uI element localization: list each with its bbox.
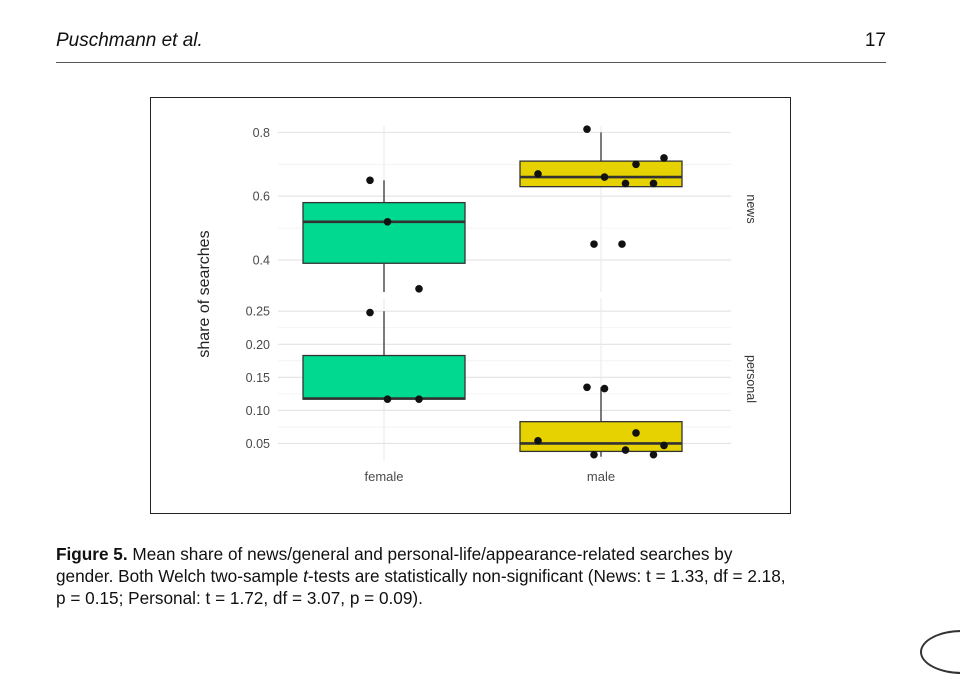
data-point bbox=[621, 446, 630, 454]
box-personal-female bbox=[302, 354, 466, 400]
caption-line-2b: -tests are statistically non-significant… bbox=[307, 566, 647, 586]
figure-frame: 0.4 0.6 0.8 news 0.05 0.10 0.15 0.20 0.25 persona… bbox=[150, 97, 791, 514]
data-point bbox=[534, 170, 542, 178]
data-point bbox=[632, 429, 640, 437]
data-point bbox=[534, 437, 542, 445]
y-tick-label: 0.6 bbox=[253, 190, 270, 204]
x-tick-label-female: female bbox=[364, 469, 403, 484]
data-point bbox=[600, 173, 609, 181]
y-tick-label: 0.05 bbox=[246, 437, 270, 451]
data-point bbox=[383, 395, 392, 403]
data-point bbox=[600, 384, 609, 393]
y-tick-label: 0.10 bbox=[246, 404, 270, 418]
page-number: 17 bbox=[864, 30, 886, 51]
y-axis-title: share of searches bbox=[196, 230, 213, 357]
data-point bbox=[583, 125, 591, 133]
y-tick-label: 0.15 bbox=[246, 371, 270, 385]
facet-label-personal: personal bbox=[744, 355, 758, 403]
data-point bbox=[649, 179, 658, 188]
caption-line-1: Mean share of news/general and personal-… bbox=[132, 544, 733, 564]
data-point bbox=[590, 240, 598, 248]
facet-label-news: news bbox=[744, 194, 758, 223]
y-tick-label: 0.25 bbox=[246, 305, 270, 319]
y-tick-label: 0.4 bbox=[253, 254, 270, 268]
corner-decoration bbox=[920, 630, 960, 674]
data-point bbox=[618, 240, 626, 248]
data-point bbox=[366, 308, 374, 317]
figure-caption: Figure 5. Mean share of news/general and… bbox=[56, 543, 896, 609]
data-point bbox=[366, 176, 374, 185]
data-point bbox=[590, 450, 598, 459]
box-news-male bbox=[519, 160, 683, 188]
caption-line-2a: gender. Both Welch two-sample bbox=[56, 566, 304, 586]
data-point bbox=[649, 450, 658, 459]
caption-label: Figure 5. bbox=[56, 544, 128, 564]
box-news-female bbox=[302, 201, 466, 264]
data-point bbox=[621, 179, 630, 188]
box-personal-male bbox=[519, 420, 683, 453]
data-point bbox=[660, 441, 668, 450]
data-point bbox=[383, 217, 392, 226]
data-point bbox=[415, 395, 423, 403]
y-tick-label: 0.8 bbox=[253, 126, 270, 140]
caption-line-2-stat: t = 1.33, df = 2.18, bbox=[646, 566, 786, 586]
x-tick-label-male: male bbox=[587, 469, 615, 484]
caption-t-italic: t bbox=[303, 566, 308, 586]
data-point bbox=[583, 383, 591, 392]
data-point bbox=[415, 285, 423, 293]
running-header: Puschmann et al. 17 bbox=[56, 30, 886, 63]
data-point bbox=[660, 154, 668, 162]
boxplot-chart: 0.4 0.6 0.8 news 0.05 0.10 0.15 0.20 0.25 persona… bbox=[196, 125, 758, 484]
y-tick-label: 0.20 bbox=[246, 338, 270, 352]
data-point bbox=[632, 160, 640, 169]
running-head-authors: Puschmann et al. bbox=[56, 30, 203, 51]
caption-line-3: p = 0.15; Personal: t = 1.72, df = 3.07,… bbox=[56, 588, 423, 608]
